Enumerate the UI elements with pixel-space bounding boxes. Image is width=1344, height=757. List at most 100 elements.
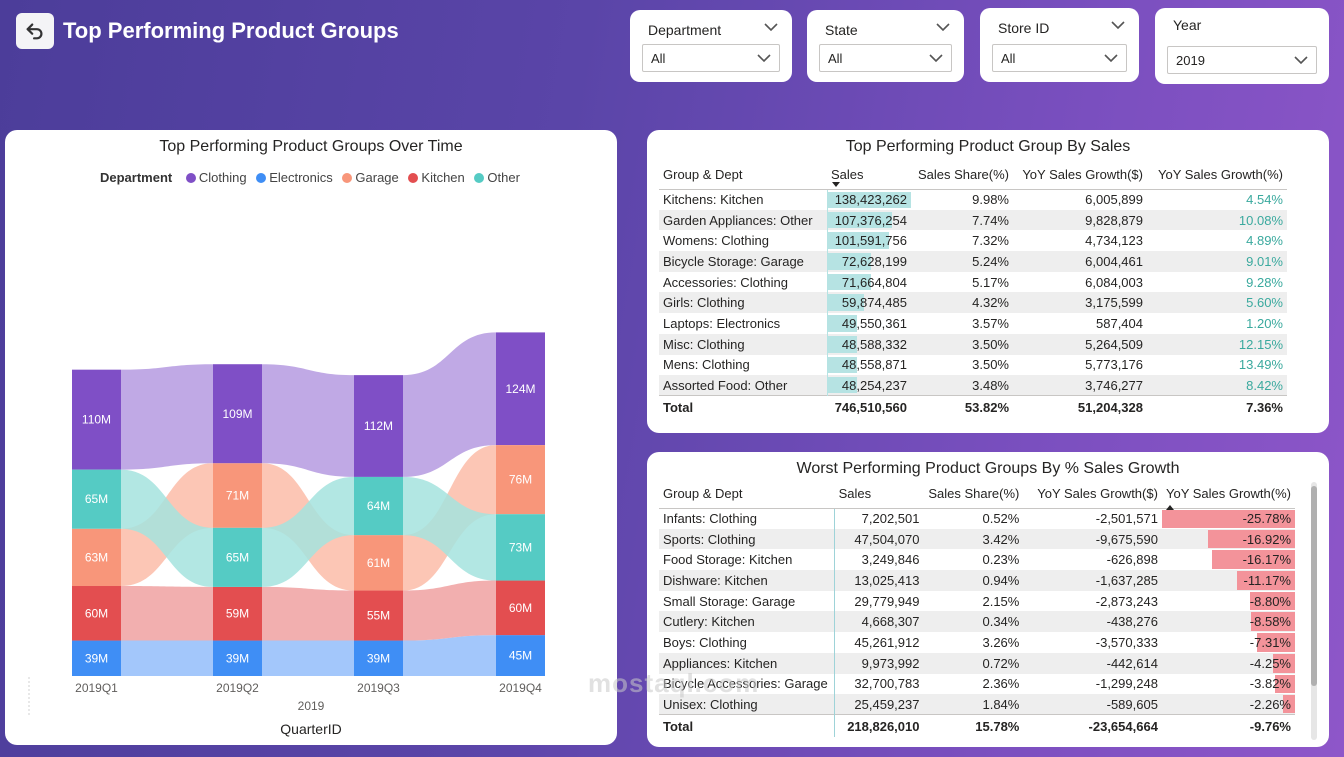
table-row[interactable]: Appliances: Kitchen 9,973,992 0.72% -442,61… [659, 652, 1295, 674]
column-header[interactable]: YoY Sales Growth($) [1023, 480, 1162, 509]
year-slicer[interactable]: Year 2019 [1155, 8, 1329, 84]
table-row[interactable]: Dishware: Kitchen 13,025,413 0.94% -1,637,2… [659, 570, 1295, 591]
legend-item-garage[interactable]: Garage [336, 170, 399, 185]
bar-segment-kitchen[interactable] [354, 590, 403, 641]
vertical-scrollbar[interactable] [1311, 482, 1317, 740]
table-row[interactable]: Womens: Clothing 101,591,756 7.32% 4,734,12… [659, 230, 1287, 252]
ribbon-chart[interactable]: 110M 39M 63M 60M 65M 109M 39M 71M 59M 65M 112M 39M 6… [5, 185, 617, 745]
table-row[interactable]: Mens: Clothing 48,558,871 3.50% 5,773,176 13… [659, 354, 1287, 376]
table-row[interactable]: Small Storage: Garage 29,779,949 2.15% -2,8… [659, 590, 1295, 612]
column-header[interactable]: Sales [834, 480, 924, 509]
table-row[interactable]: Misc: Clothing 48,588,332 3.50% 5,264,509 12… [659, 333, 1287, 355]
growth-usd-cell: 9,828,879 [1013, 209, 1147, 231]
total-growth-pct: -9.76% [1161, 714, 1295, 737]
scrollbar-thumb[interactable] [1311, 486, 1317, 686]
table-row[interactable]: Cutlery: Kitchen 4,668,307 0.34% -438,276 -8… [659, 611, 1295, 633]
legend-item-kitchen[interactable]: Kitchen [402, 170, 465, 185]
table-row[interactable]: Kitchens: Kitchen 138,423,262 9.98% 6,005,8… [659, 189, 1287, 210]
table-row[interactable]: Assorted Food: Other 48,254,237 3.48% 3,746… [659, 375, 1287, 396]
column-header-growth-pct[interactable]: YoY Sales Growth(%) [1161, 480, 1295, 510]
chevron-down-icon[interactable] [936, 22, 950, 32]
bar-segment-garage[interactable] [354, 535, 403, 591]
ribbon-electronics[interactable] [403, 635, 496, 676]
column-header[interactable]: Group & Dept [659, 161, 827, 190]
top-performing-table[interactable]: Group & Dept Sales Sales Share(%) YoY Sa… [659, 161, 1287, 418]
department-slicer[interactable]: Department All [630, 10, 792, 82]
column-header[interactable]: YoY Sales Growth($) [1013, 161, 1147, 190]
state-dropdown[interactable]: All [819, 44, 952, 72]
sales-value: 49,550,361 [841, 315, 907, 331]
bar-segment-other[interactable] [354, 476, 403, 536]
table-row[interactable]: Bicycle Accessories: Garage 32,700,783 2.3… [659, 673, 1295, 695]
table-row[interactable]: Boys: Clothing 45,261,912 3.26% -3,570,333 -… [659, 632, 1295, 653]
growth-databar [1283, 695, 1295, 714]
worst-performing-table[interactable]: Group & Dept Sales Sales Share(%) YoY Sa… [659, 480, 1295, 737]
table-row[interactable]: Sports: Clothing 47,504,070 3.42% -9,675,59… [659, 528, 1295, 550]
table-row[interactable]: Laptops: Electronics 49,550,361 3.57% 587,4… [659, 313, 1287, 334]
ribbon-kitchen[interactable] [403, 580, 496, 641]
column-header[interactable]: Sales Share(%) [923, 480, 1024, 509]
bar-segment-other[interactable] [72, 469, 121, 529]
sales-value: 138,423,262 [834, 192, 907, 208]
ribbon-clothing[interactable] [121, 364, 213, 470]
bar-segment-kitchen[interactable] [72, 586, 121, 641]
bar-segment-clothing[interactable] [213, 364, 262, 464]
ribbon-other[interactable] [121, 469, 213, 587]
bar-segment-clothing[interactable] [496, 332, 545, 446]
sales-cell: 48,588,332 [826, 333, 911, 355]
ribbon-other[interactable] [262, 476, 354, 587]
department-dropdown[interactable]: All [642, 44, 780, 72]
table-row[interactable]: Garden Appliances: Other 107,376,254 7.74%… [659, 209, 1287, 231]
ribbon-clothing[interactable] [262, 364, 354, 477]
sales-databar [827, 315, 858, 332]
growth-pct-cell: -8.80% [1162, 591, 1295, 612]
column-header[interactable]: Sales Share(%) [911, 161, 1013, 190]
ribbon-kitchen[interactable] [121, 586, 213, 641]
ribbon-kitchen[interactable] [262, 586, 354, 641]
bar-segment-kitchen[interactable] [496, 580, 545, 636]
ribbon-electronics[interactable] [121, 640, 213, 676]
bar-segment-clothing[interactable] [72, 369, 121, 470]
legend-item-other[interactable]: Other [468, 170, 520, 185]
back-button[interactable] [16, 13, 54, 49]
column-header-sales[interactable]: Sales [827, 161, 911, 190]
bar-segment-other[interactable] [213, 527, 262, 587]
bar-segment-garage[interactable] [72, 528, 121, 587]
share-cell: 3.48% [911, 375, 1013, 396]
share-cell: 0.23% [982, 552, 1020, 568]
state-slicer[interactable]: State All [807, 10, 964, 82]
growth-pct-cell: -11.17% [1161, 570, 1295, 591]
table-row[interactable]: Accessories: Clothing 71,664,804 5.17% 6,08… [659, 271, 1287, 293]
bar-segment-other[interactable] [496, 514, 545, 581]
ribbon-clothing[interactable] [403, 332, 496, 477]
bar-segment-electronics[interactable] [213, 640, 262, 676]
legend-item-electronics[interactable]: Electronics [250, 170, 333, 185]
store-id-dropdown[interactable]: All [992, 44, 1127, 72]
sales-cell: 25,459,237 [834, 694, 924, 715]
chevron-down-icon[interactable] [1111, 20, 1125, 30]
table-row[interactable]: Bicycle Storage: Garage 72,628,199 5.24% 6,… [659, 251, 1287, 272]
legend-label: Clothing [198, 170, 247, 185]
bar-segment-electronics[interactable] [72, 640, 121, 676]
legend-label: Electronics [269, 170, 333, 185]
chevron-down-icon[interactable] [764, 22, 778, 32]
year-dropdown[interactable]: 2019 [1167, 46, 1317, 74]
ribbon-electronics[interactable] [262, 640, 354, 676]
store-id-slicer[interactable]: Store ID All [980, 8, 1139, 82]
legend-item-clothing[interactable]: Clothing [180, 170, 247, 185]
column-header[interactable]: YoY Sales Growth(%) [1147, 161, 1287, 190]
bar-segment-garage[interactable] [496, 445, 545, 515]
bar-segment-garage[interactable] [213, 463, 262, 528]
table-row[interactable]: Infants: Clothing 7,202,501 0.52% -2,501,57… [659, 508, 1295, 529]
ribbon-other[interactable] [403, 476, 496, 581]
group-cell: Infants: Clothing [659, 508, 836, 529]
share-cell: 3.57% [972, 315, 1009, 331]
bar-segment-clothing[interactable] [354, 375, 403, 477]
table-row[interactable]: Unisex: Clothing 25,459,237 1.84% -589,605 -… [659, 694, 1295, 715]
table-row[interactable]: Food Storage: Kitchen 3,249,846 0.23% -626,… [659, 549, 1295, 571]
table-row[interactable]: Girls: Clothing 59,874,485 4.32% 3,175,599 5… [659, 292, 1287, 314]
column-header[interactable]: Group & Dept [659, 480, 835, 509]
bar-segment-kitchen[interactable] [213, 586, 262, 641]
bar-segment-electronics[interactable] [354, 640, 403, 676]
bar-segment-electronics[interactable] [496, 635, 545, 676]
